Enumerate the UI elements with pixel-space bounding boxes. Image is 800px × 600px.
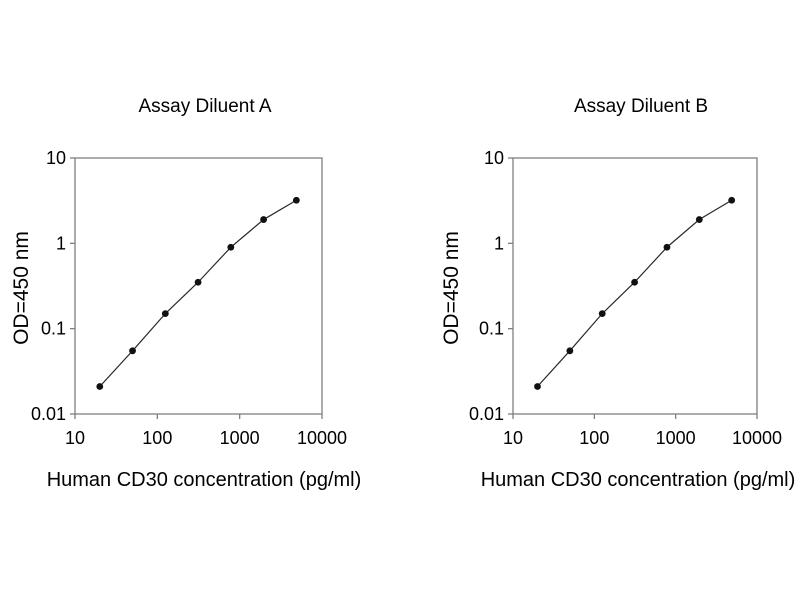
chart-a-x-axis-label: Human CD30 concentration (pg/ml) xyxy=(46,469,362,491)
data-point-B xyxy=(695,216,703,223)
data-point-B xyxy=(631,278,638,286)
x-tick-label-A: 10000 xyxy=(297,428,347,448)
chart-a-title: Assay Diluent A xyxy=(138,96,272,117)
data-point-B xyxy=(598,310,606,318)
y-tick-label-B: 10 xyxy=(484,148,504,168)
data-line-B xyxy=(537,199,732,387)
x-tick-label-A: 1000 xyxy=(220,428,260,448)
data-point-A xyxy=(292,196,300,204)
x-tick-label-B: 1000 xyxy=(656,428,696,448)
y-tick-label-A: 10 xyxy=(46,148,66,168)
y-tick-label-B: 1 xyxy=(494,233,504,253)
data-point-B xyxy=(663,243,671,251)
data-point-A xyxy=(96,383,104,390)
data-point-B xyxy=(534,383,541,390)
chart-a-y-axis-label: OD=450 nm xyxy=(10,231,33,345)
data-point-A xyxy=(129,347,136,355)
y-tick-label-A: 0.01 xyxy=(31,404,66,424)
x-tick-label-A: 10 xyxy=(65,428,85,448)
x-tick-label-A: 100 xyxy=(142,428,172,448)
data-point-B xyxy=(728,196,736,204)
chart-b-title: Assay Diluent B xyxy=(573,96,709,117)
data-point-B xyxy=(566,347,574,355)
chart-b-x-axis-label: Human CD30 concentration (pg/ml) xyxy=(480,469,796,491)
data-point-A xyxy=(161,310,169,318)
data-point-A xyxy=(194,278,202,286)
data-point-A xyxy=(227,243,235,251)
plot-frame-A xyxy=(74,157,323,415)
x-tick-label-B: 10000 xyxy=(732,428,782,448)
x-tick-label-B: 100 xyxy=(579,428,609,448)
chart-b-y-axis-label: OD=450 nm xyxy=(440,231,463,345)
y-tick-label-B: 0.1 xyxy=(479,319,504,339)
data-point-A xyxy=(260,216,268,223)
x-tick-label-B: 10 xyxy=(503,428,523,448)
plot-frame-B xyxy=(512,157,758,415)
y-tick-label-A: 1 xyxy=(56,233,66,253)
y-tick-label-A: 0.1 xyxy=(41,319,66,339)
data-line-A xyxy=(99,199,297,387)
y-tick-label-B: 0.01 xyxy=(469,404,504,424)
